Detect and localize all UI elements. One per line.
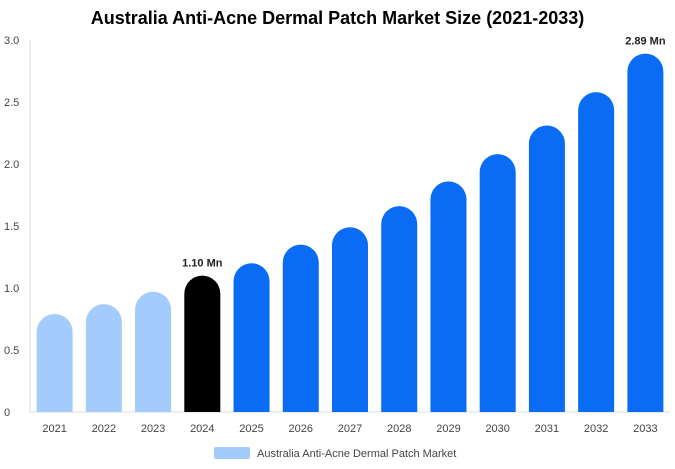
- x-tick-label: 2031: [535, 423, 559, 435]
- x-tick-label: 2029: [436, 423, 460, 435]
- legend-label[interactable]: Australia Anti-Acne Dermal Patch Market: [257, 448, 456, 460]
- y-tick-label: 1.0: [4, 283, 19, 295]
- bar-2022[interactable]: [85, 304, 122, 412]
- data-label-2033: 2.89 Mn: [625, 36, 666, 48]
- x-tick-label: 2030: [485, 423, 509, 435]
- y-tick-label: 2.0: [4, 159, 19, 171]
- bar-2027[interactable]: [332, 227, 368, 412]
- bar-2030[interactable]: [479, 154, 516, 412]
- bars: [36, 53, 664, 412]
- bar-2025[interactable]: [233, 263, 270, 412]
- bar-2024[interactable]: [184, 275, 221, 412]
- bar-2032[interactable]: [578, 92, 615, 412]
- x-tick-label: 2023: [141, 423, 165, 435]
- data-label-2024: 1.10 Mn: [182, 258, 223, 270]
- x-tick-label: 2027: [338, 423, 362, 435]
- legend[interactable]: Australia Anti-Acne Dermal Patch Market: [214, 447, 456, 460]
- legend-swatch[interactable]: [214, 447, 250, 459]
- x-tick-label: 2025: [239, 423, 263, 435]
- x-tick-label: 2033: [633, 423, 657, 435]
- y-tick-label: 3.0: [4, 35, 19, 47]
- bar-2031[interactable]: [528, 125, 565, 412]
- bar-2028[interactable]: [381, 206, 418, 412]
- x-tick-label: 2022: [92, 423, 116, 435]
- x-tick-label: 2024: [190, 423, 214, 435]
- x-tick-label: 2028: [387, 423, 411, 435]
- y-tick-label: 0.5: [4, 345, 19, 357]
- bar-2026[interactable]: [282, 244, 319, 412]
- y-tick-label: 2.5: [4, 97, 19, 109]
- axes: 0 0.5 1.0 1.5 2.0 2.5 3.0 2021 2022 2023 2024 2025 2…: [4, 35, 670, 435]
- bar-2021[interactable]: [36, 314, 73, 412]
- y-tick-label: 1.5: [4, 221, 19, 233]
- x-tick-label: 2026: [289, 423, 313, 435]
- x-tick-label: 2032: [584, 423, 608, 435]
- bar-2033[interactable]: [627, 53, 664, 412]
- y-tick-label: 0: [4, 407, 10, 419]
- chart-title: Australia Anti-Acne Dermal Patch Market …: [90, 8, 585, 28]
- bar-2029[interactable]: [430, 181, 467, 412]
- bar-2023[interactable]: [135, 291, 172, 412]
- x-tick-label: 2021: [42, 423, 66, 435]
- data-labels: 1.10 Mn 2.89 Mn: [182, 36, 666, 270]
